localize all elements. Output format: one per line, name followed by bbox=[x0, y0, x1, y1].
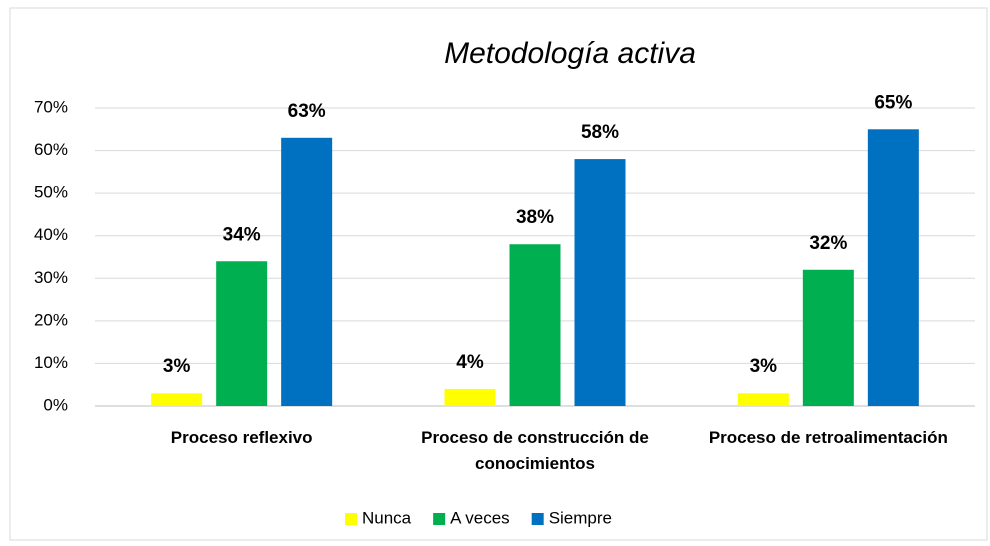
x-tick-label: Proceso reflexivo bbox=[170, 428, 313, 447]
data-label: 4% bbox=[456, 352, 484, 373]
chart-title: Metodología activa bbox=[444, 37, 696, 70]
y-tick-label: 50% bbox=[34, 183, 68, 202]
y-tick-label: 60% bbox=[34, 140, 68, 159]
bar bbox=[509, 244, 561, 406]
data-label: 3% bbox=[163, 356, 191, 377]
data-label: 65% bbox=[874, 92, 912, 113]
data-label: 63% bbox=[288, 101, 326, 122]
bar bbox=[281, 137, 333, 407]
data-label: 3% bbox=[750, 356, 778, 377]
data-label: 32% bbox=[809, 233, 847, 254]
legend-swatch bbox=[345, 513, 357, 525]
y-tick-label: 20% bbox=[34, 310, 68, 329]
x-tick-label: Proceso de construcción de conocimientos bbox=[421, 428, 649, 473]
legend-label: Siempre bbox=[549, 508, 612, 527]
data-label: 58% bbox=[581, 122, 619, 143]
x-tick-label: Proceso de retroalimentación bbox=[708, 428, 948, 447]
bar bbox=[867, 129, 919, 407]
y-tick-label: 70% bbox=[34, 97, 68, 116]
bar bbox=[737, 393, 789, 406]
bar bbox=[574, 159, 626, 406]
bar bbox=[151, 393, 203, 406]
legend-swatch bbox=[433, 513, 446, 525]
legend-label: A veces bbox=[450, 508, 510, 527]
data-label: 38% bbox=[516, 207, 554, 228]
legend-label: Nunca bbox=[362, 508, 412, 527]
y-tick-label: 0% bbox=[43, 395, 68, 414]
y-tick-label: 30% bbox=[34, 268, 68, 287]
y-tick-label: 10% bbox=[34, 353, 68, 372]
bar bbox=[216, 261, 268, 406]
bar bbox=[444, 388, 496, 406]
data-label: 34% bbox=[223, 224, 261, 245]
y-tick-label: 40% bbox=[34, 225, 68, 244]
bar bbox=[802, 269, 854, 406]
legend-swatch bbox=[531, 513, 544, 525]
